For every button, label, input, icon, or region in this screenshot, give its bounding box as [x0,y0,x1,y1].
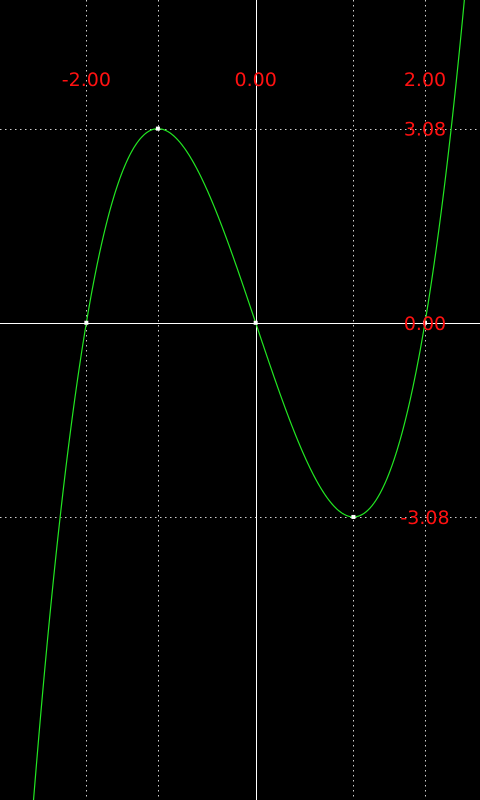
x-tick-label: -2.00 [62,69,111,91]
y-tick-label: 0.00 [404,313,446,335]
local-minimum-point-4[interactable] [351,514,356,519]
root-point-2[interactable] [422,320,427,325]
y-tick-label: -3.08 [400,507,449,529]
local-maximum-point-3[interactable] [155,126,160,131]
tick-labels: -2.00 0.00 2.00 3.08 0.00 -3.08 [62,69,450,529]
x-tick-label: 2.00 [404,69,446,91]
x-tick-label: 0.00 [235,69,277,91]
marked-points [84,126,427,519]
root-point-1[interactable] [253,320,258,325]
root-point-0[interactable] [84,320,89,325]
y-tick-label: 3.08 [404,119,446,141]
